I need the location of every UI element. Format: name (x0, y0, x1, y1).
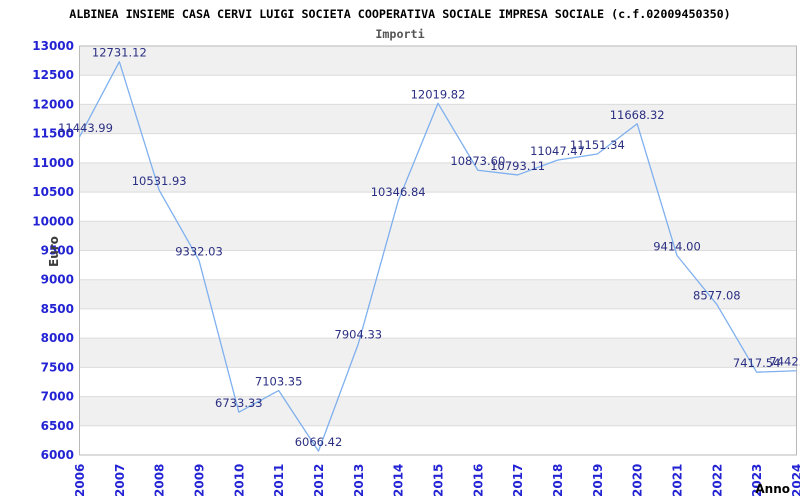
plot-band (79, 221, 797, 251)
y-tick-label: 11500 (32, 127, 74, 141)
y-axis-title: Euro (47, 236, 61, 267)
y-tick-label: 11000 (32, 156, 74, 170)
data-label: 11047.47 (530, 144, 585, 158)
plot-band (79, 192, 797, 222)
data-label: 10346.84 (371, 185, 426, 199)
x-tick-label: 2016 (471, 464, 485, 497)
y-tick-label: 9000 (41, 273, 74, 287)
plot-band (79, 162, 797, 193)
x-tick-label: 2008 (153, 464, 167, 497)
x-tick-label: 2011 (272, 464, 286, 497)
x-tick-label: 2019 (591, 464, 605, 497)
plot-band (79, 338, 797, 368)
x-tick-label: 2013 (352, 464, 366, 497)
plot-band (79, 133, 797, 163)
x-tick-label: 2022 (710, 464, 724, 497)
y-tick-label: 13000 (32, 39, 74, 53)
data-label: 11151.34 (570, 138, 625, 152)
data-label: 6733.33 (215, 396, 263, 410)
data-label: 7904.33 (335, 328, 383, 342)
x-tick-label: 2010 (232, 464, 246, 497)
data-label: 10873.60 (450, 154, 505, 168)
y-tick-label: 12000 (32, 97, 74, 111)
x-tick-label: 2024 (790, 464, 800, 497)
plot-band (79, 396, 797, 426)
x-axis-title: Anno (755, 482, 790, 496)
data-label: 11668.32 (610, 108, 665, 122)
data-label: 9414.00 (653, 240, 701, 254)
plot-band (79, 367, 797, 397)
chart-title: ALBINEA INSIEME CASA CERVI LUIGI SOCIETA… (69, 7, 731, 21)
y-tick-label: 7000 (41, 390, 74, 404)
y-tick-label: 6500 (41, 419, 74, 433)
x-tick-label: 2014 (392, 464, 406, 497)
x-tick-label: 2023 (750, 464, 764, 497)
x-tick-label: 2009 (193, 464, 207, 497)
y-tick-label: 10000 (32, 214, 74, 228)
x-tick-label: 2020 (631, 464, 645, 497)
data-label: 7442.1 (769, 355, 800, 369)
plot-band (79, 104, 797, 134)
data-label: 12019.82 (411, 87, 466, 101)
y-tick-label: 8000 (41, 331, 74, 345)
x-tick-label: 2018 (551, 464, 565, 497)
y-tick-label: 8500 (41, 302, 74, 316)
data-label: 7417.54 (733, 356, 781, 370)
x-tick-label: 2015 (432, 464, 446, 497)
data-label: 8577.08 (693, 288, 741, 302)
data-label: 12731.12 (92, 46, 147, 60)
y-tick-label: 9500 (41, 244, 74, 258)
x-tick-label: 2021 (671, 464, 685, 497)
y-tick-label: 6000 (41, 448, 74, 462)
x-tick-label: 2017 (511, 464, 525, 497)
y-tick-label: 7500 (41, 360, 74, 374)
series-line-importi (78, 61, 797, 452)
plot-band (79, 308, 797, 339)
plot-band (79, 46, 797, 76)
data-label: 10531.93 (132, 174, 187, 188)
x-tick-label: 2012 (312, 464, 326, 497)
data-label: 7103.35 (255, 375, 303, 389)
plot-band (79, 425, 797, 455)
plot-band (79, 75, 797, 105)
plot-border (79, 45, 797, 456)
x-tick-label: 2006 (73, 464, 87, 497)
data-label: 10793.11 (490, 159, 545, 173)
y-tick-label: 10500 (32, 185, 74, 199)
x-tick-label: 2007 (113, 464, 127, 497)
data-label: 6066.42 (295, 435, 343, 449)
y-tick-label: 12500 (32, 68, 74, 82)
data-label: 11443.99 (58, 121, 113, 135)
plot-band (79, 279, 797, 309)
data-label: 9332.03 (175, 244, 223, 258)
chart-subtitle: Importi (375, 27, 425, 41)
